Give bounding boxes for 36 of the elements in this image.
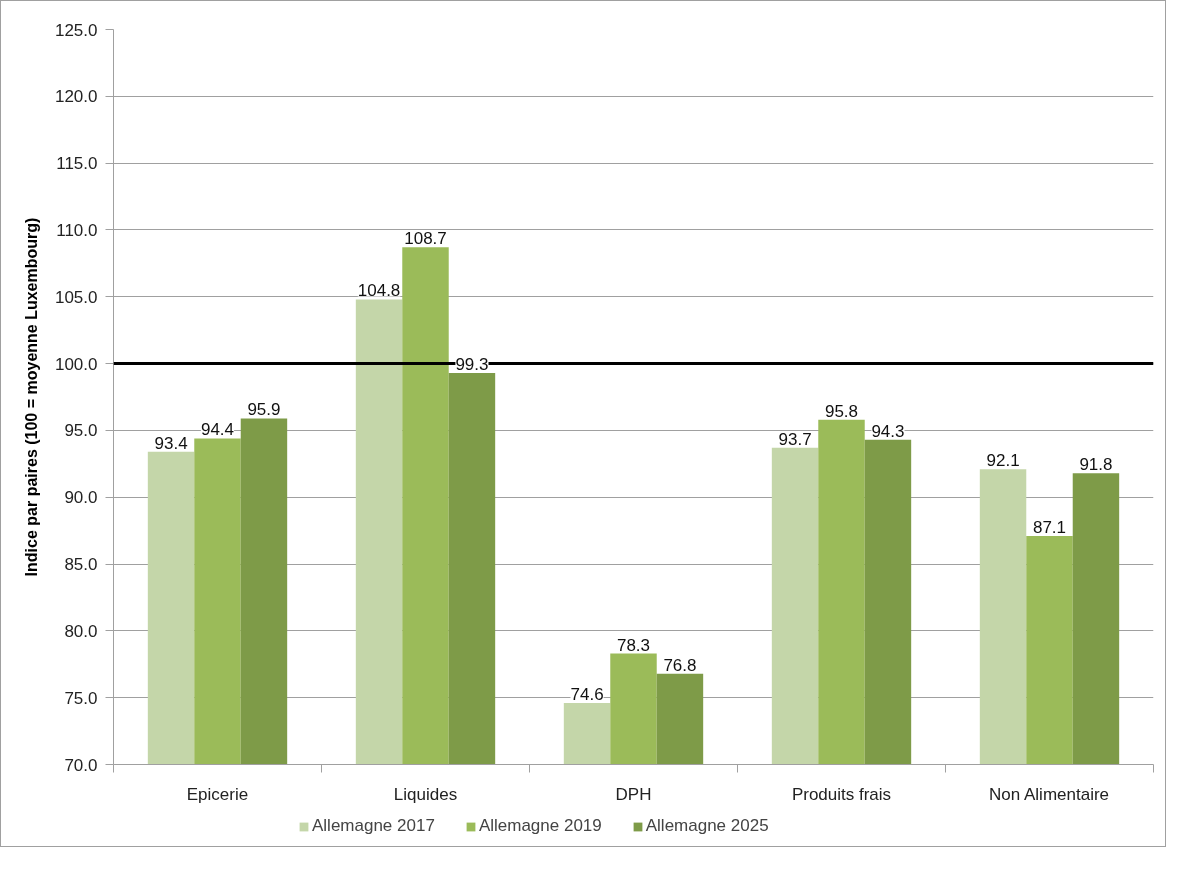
y-tick-label: 115.0 <box>56 154 98 174</box>
y-axis-title: Indice par paires (100 = moyenne Luxembourg) <box>22 217 40 577</box>
y-tick-label: 70.0 <box>64 755 98 775</box>
data-label: 78.3 <box>616 635 651 655</box>
y-tick-label: 100.0 <box>54 354 98 374</box>
data-label: 95.8 <box>824 401 859 421</box>
y-tick-label: 80.0 <box>64 621 98 641</box>
y-tick-label: 125.0 <box>54 20 98 40</box>
data-label: 74.6 <box>570 685 604 705</box>
y-tick-label: 95.0 <box>64 421 98 441</box>
y-tick-label: 105.0 <box>54 287 98 307</box>
x-tick-label: Produits frais <box>791 784 892 804</box>
y-tick-label: 120.0 <box>54 87 98 107</box>
legend-label: Allemagne 2019 <box>478 816 602 836</box>
data-label: 95.9 <box>247 400 281 420</box>
data-label: 108.7 <box>404 229 447 249</box>
x-tick-label: DPH <box>615 784 652 804</box>
x-tick-label: Liquides <box>393 784 458 804</box>
data-label: 91.8 <box>1079 455 1113 475</box>
y-tick-label: 85.0 <box>64 555 98 575</box>
legend-label: Allemagne 2017 <box>312 816 435 836</box>
data-label: 92.1 <box>986 451 1020 471</box>
data-label: 99.3 <box>455 354 489 374</box>
y-tick-label: 90.0 <box>64 488 98 508</box>
data-label: 76.8 <box>663 655 697 675</box>
x-tick-label: Epicerie <box>186 784 249 804</box>
data-label: 93.4 <box>154 433 188 453</box>
data-label: 94.3 <box>871 421 905 441</box>
data-label: 87.1 <box>1032 517 1067 537</box>
x-tick-label: Non Alimentaire <box>989 784 1110 804</box>
legend-label: Allemagne 2025 <box>645 816 769 836</box>
data-label: 94.4 <box>200 420 235 440</box>
data-label: 93.7 <box>778 429 812 449</box>
y-tick-label: 110.0 <box>56 220 98 240</box>
data-label: 104.8 <box>357 281 401 301</box>
y-tick-label: 75.0 <box>64 688 98 708</box>
